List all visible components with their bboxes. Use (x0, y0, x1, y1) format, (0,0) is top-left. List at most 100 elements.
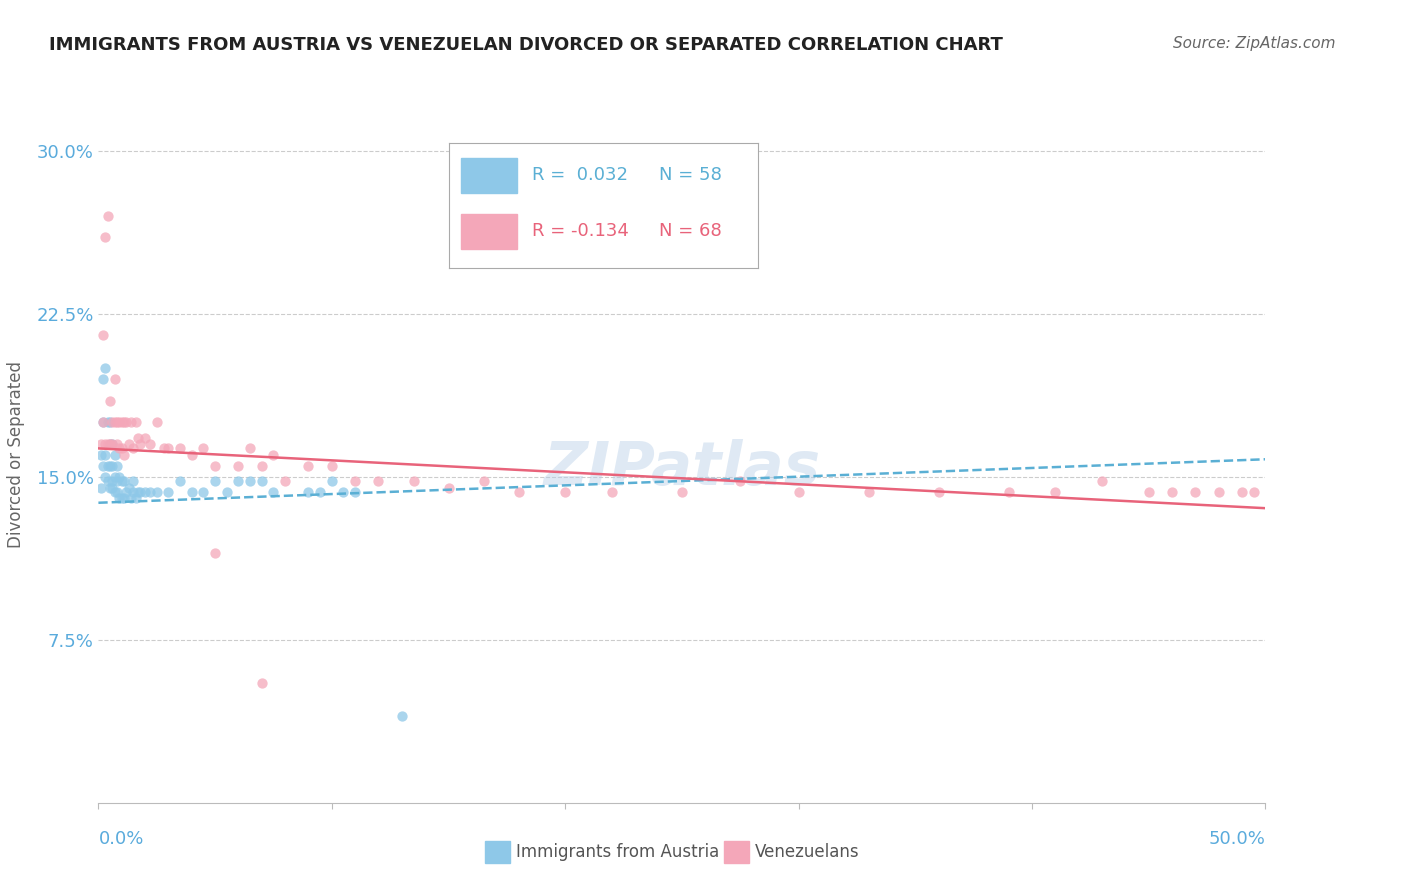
Point (437, 481, 460, 495)
Text: Source: ZipAtlas.com: Source: ZipAtlas.com (1173, 36, 1336, 51)
Point (122, 442, 145, 456)
Text: 50.0%: 50.0% (1209, 830, 1265, 847)
Point (1091, 474, 1114, 488)
Point (111, 442, 134, 456)
Point (97, 437, 120, 451)
Point (125, 491, 148, 506)
Point (98, 415, 121, 429)
Text: IMMIGRANTS FROM AUSTRIA VS VENEZUELAN DIVORCED OR SEPARATED CORRELATION CHART: IMMIGRANTS FROM AUSTRIA VS VENEZUELAN DI… (49, 36, 1002, 54)
Point (129, 484, 152, 499)
Point (367, 474, 389, 488)
Bar (461, 158, 516, 193)
Point (105, 484, 128, 499)
Point (332, 484, 354, 499)
Point (139, 484, 162, 499)
Point (94, 360, 117, 375)
Point (108, 442, 131, 456)
Point (98, 458, 121, 473)
Point (94, 469, 117, 483)
Point (108, 469, 131, 483)
Point (1208, 484, 1230, 499)
Point (115, 484, 138, 499)
Point (105, 437, 128, 451)
Point (111, 415, 134, 429)
Text: R =  0.032: R = 0.032 (531, 166, 628, 184)
Point (101, 481, 124, 495)
Point (239, 442, 262, 456)
Point (108, 491, 131, 506)
Point (104, 372, 127, 386)
Point (1161, 484, 1184, 499)
Point (204, 458, 226, 473)
Text: N = 58: N = 58 (659, 166, 721, 184)
Point (97, 209, 120, 223)
Point (997, 484, 1019, 499)
Point (97, 458, 120, 473)
Point (91, 458, 114, 473)
Point (112, 448, 135, 462)
Point (157, 484, 180, 499)
Point (91, 328, 114, 343)
Point (101, 415, 124, 429)
Point (228, 458, 250, 473)
Point (402, 474, 425, 488)
Point (91, 372, 114, 386)
Point (297, 458, 319, 473)
Point (90, 481, 112, 495)
Point (90, 448, 112, 462)
Text: R = -0.134: R = -0.134 (531, 222, 628, 240)
Point (115, 415, 138, 429)
Point (125, 415, 148, 429)
Point (104, 415, 127, 429)
Point (94, 448, 117, 462)
Point (204, 546, 226, 560)
Point (157, 442, 180, 456)
Point (193, 484, 215, 499)
Point (928, 484, 950, 499)
Point (297, 484, 319, 499)
Point (180, 448, 202, 462)
Point (98, 393, 121, 408)
Point (118, 481, 141, 495)
Point (108, 415, 131, 429)
Bar (461, 214, 516, 249)
Point (134, 484, 156, 499)
Point (98, 437, 121, 451)
Point (344, 474, 367, 488)
Point (94, 230, 117, 244)
Text: 0.0%: 0.0% (98, 830, 143, 847)
Point (250, 676, 273, 690)
Point (1230, 484, 1253, 499)
Point (111, 491, 134, 506)
Point (321, 474, 343, 488)
Point (129, 437, 152, 451)
Point (90, 437, 112, 451)
Point (274, 474, 297, 488)
Point (146, 415, 169, 429)
Text: Venezuelans: Venezuelans (755, 843, 859, 861)
Point (180, 484, 202, 499)
Point (1243, 484, 1265, 499)
Point (120, 415, 142, 429)
Text: ZIPatlas: ZIPatlas (543, 440, 821, 499)
Point (600, 484, 623, 499)
Point (1184, 484, 1206, 499)
Point (472, 474, 495, 488)
Point (104, 448, 127, 462)
Point (104, 484, 127, 499)
Point (111, 474, 134, 488)
Point (104, 469, 127, 483)
Point (105, 474, 128, 488)
Point (787, 484, 810, 499)
Point (101, 458, 124, 473)
Point (344, 484, 367, 499)
Point (112, 491, 135, 506)
Point (98, 437, 121, 451)
Point (309, 484, 332, 499)
Point (169, 442, 191, 456)
Point (127, 484, 149, 499)
Point (262, 484, 284, 499)
Point (139, 437, 162, 451)
Point (554, 484, 576, 499)
Point (105, 458, 128, 473)
